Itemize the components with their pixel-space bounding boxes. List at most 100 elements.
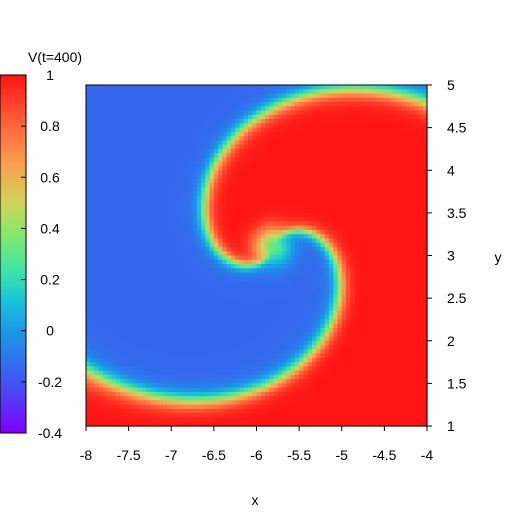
heatmap-cell (320, 229, 326, 235)
heatmap-cell (213, 153, 219, 159)
heatmap-cell (316, 310, 322, 316)
heatmap-cell (137, 319, 143, 325)
heatmap-cell (303, 195, 309, 201)
heatmap-cell (260, 89, 266, 95)
heatmap-cell (265, 345, 270, 350)
heatmap-cell (324, 85, 330, 90)
heatmap-cell (209, 153, 215, 159)
heatmap-cell (239, 323, 245, 329)
heatmap-cell (375, 306, 381, 312)
heatmap-cell (354, 345, 360, 350)
heatmap-cell (158, 97, 164, 103)
heatmap-cell (149, 127, 155, 133)
heatmap-cell (324, 285, 330, 291)
heatmap-cell (86, 289, 91, 295)
heatmap-cell (303, 340, 309, 346)
heatmap-cell (350, 259, 356, 265)
heatmap-cell (218, 306, 223, 312)
heatmap-cell (346, 336, 351, 342)
heatmap-cell (103, 119, 108, 124)
heatmap-cell (337, 255, 343, 261)
heatmap-cell (367, 170, 373, 176)
heatmap-cell (132, 148, 138, 154)
heatmap-cell (282, 255, 287, 261)
heatmap-cell (137, 106, 143, 112)
heatmap-cell (94, 349, 100, 355)
heatmap-cell (346, 310, 351, 316)
heatmap-cell (324, 148, 330, 154)
heatmap-cell (213, 276, 219, 282)
heatmap-cell (235, 170, 241, 176)
heatmap-cell (384, 131, 390, 137)
heatmap-cell (175, 319, 181, 325)
heatmap-cell (196, 97, 202, 103)
heatmap-cell (141, 332, 147, 338)
heatmap-cell (137, 110, 143, 116)
heatmap-cell (247, 319, 253, 325)
heatmap-cell (115, 285, 121, 291)
heatmap-cell (324, 298, 330, 303)
heatmap-cell (265, 183, 270, 188)
heatmap-cell (405, 268, 411, 274)
heatmap-cell (154, 187, 160, 193)
heatmap-cell (388, 238, 394, 244)
heatmap-cell (277, 170, 283, 176)
heatmap-cell (141, 191, 147, 197)
heatmap-cell (128, 144, 134, 150)
heatmap-cell (303, 234, 309, 240)
heatmap-cell (316, 131, 322, 137)
heatmap-cell (179, 187, 185, 193)
heatmap-cell (265, 204, 270, 210)
heatmap-cell (277, 229, 283, 235)
heatmap-cell (397, 200, 403, 205)
heatmap-cell (333, 225, 339, 231)
heatmap-cell (286, 131, 292, 137)
heatmap-cell (243, 259, 249, 265)
heatmap-cell (392, 136, 398, 142)
heatmap-cell (111, 148, 117, 154)
heatmap-cell (239, 195, 245, 201)
heatmap-cell (294, 110, 300, 116)
heatmap-cell (414, 285, 420, 291)
heatmap-cell (94, 285, 100, 291)
heatmap-cell (375, 127, 381, 133)
heatmap-cell (282, 259, 287, 265)
heatmap-cell (337, 315, 343, 321)
heatmap-cell (337, 264, 343, 269)
heatmap-cell (256, 340, 262, 346)
heatmap-cell (294, 212, 300, 218)
heatmap-cell (124, 127, 130, 133)
heatmap-cell (282, 298, 287, 303)
heatmap-cell (145, 174, 151, 180)
heatmap-cell (367, 310, 373, 316)
heatmap-cell (380, 315, 385, 321)
heatmap-cell (120, 140, 125, 146)
colorbar-gradient (0, 74, 27, 434)
heatmap-cell (124, 183, 130, 188)
heatmap-cell (166, 293, 172, 299)
heatmap-cell (269, 285, 275, 291)
heatmap-cell (324, 238, 330, 244)
heatmap-cell (290, 187, 296, 193)
heatmap-cell (230, 195, 236, 201)
heatmap-cell (422, 195, 428, 201)
heatmap-cell (111, 136, 117, 142)
heatmap-cell (392, 319, 398, 325)
heatmap-cell (226, 310, 232, 316)
heatmap-cell (307, 144, 313, 150)
heatmap-cell (179, 136, 185, 142)
heatmap-cell (358, 229, 364, 235)
heatmap-cell (260, 140, 266, 146)
heatmap-cell (158, 170, 164, 176)
heatmap-cell (166, 183, 172, 188)
heatmap-cell (409, 204, 415, 210)
heatmap-cell (277, 97, 283, 103)
heatmap-cell (333, 102, 339, 107)
heatmap-cell (158, 319, 164, 325)
heatmap-cell (277, 131, 283, 137)
heatmap-cell (149, 336, 155, 342)
heatmap-cell (230, 246, 236, 252)
heatmap-cell (405, 345, 411, 350)
heatmap-cell (294, 102, 300, 107)
heatmap-cell (239, 246, 245, 252)
